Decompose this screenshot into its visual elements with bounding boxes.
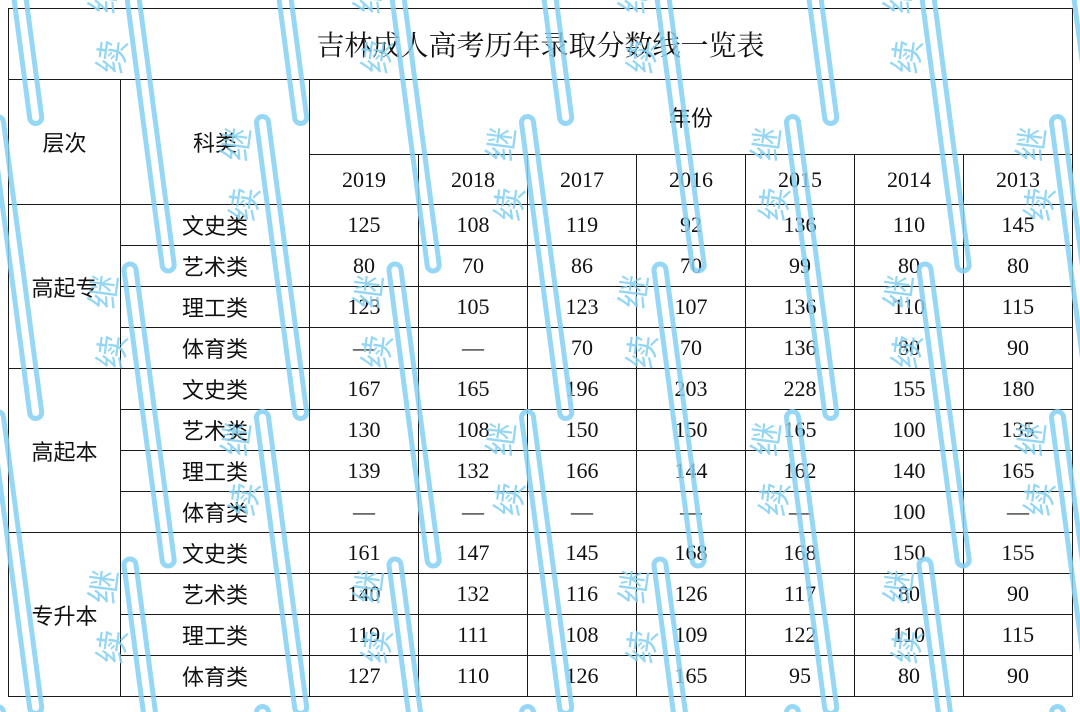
- svg-text:续: 续: [0, 479, 4, 519]
- svg-text:续: 续: [0, 184, 4, 224]
